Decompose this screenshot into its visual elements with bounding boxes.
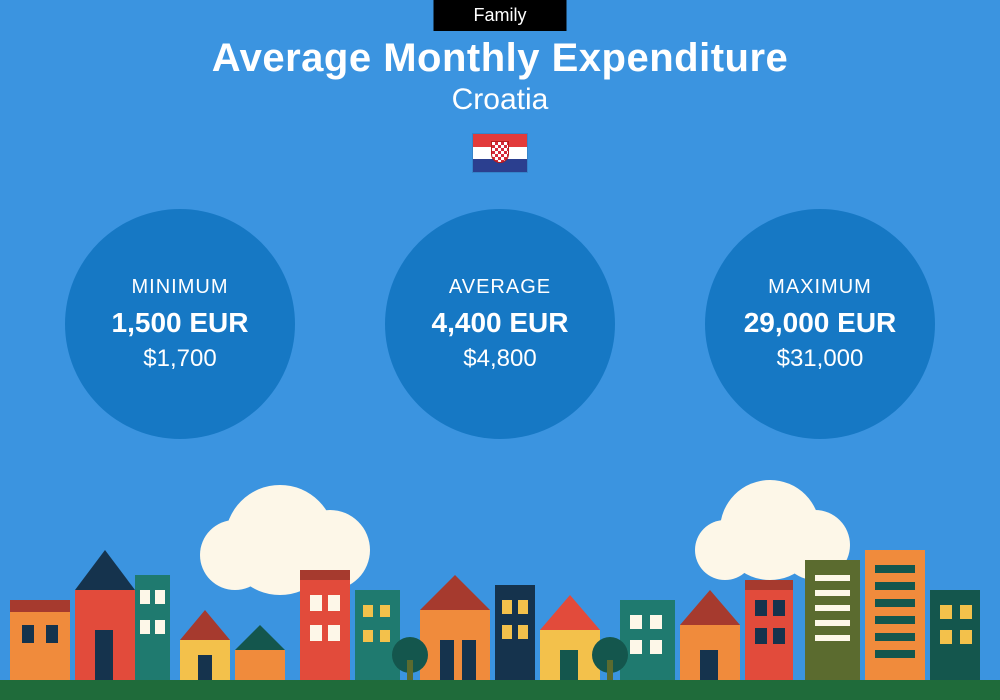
stat-primary: 29,000 EUR (744, 307, 897, 339)
cityscape-illustration (0, 480, 1000, 700)
stat-minimum: MINIMUM 1,500 EUR $1,700 (65, 209, 295, 439)
category-badge: Family (434, 0, 567, 31)
stat-label: AVERAGE (449, 276, 551, 299)
stat-maximum: MAXIMUM 29,000 EUR $31,000 (705, 209, 935, 439)
stat-average: AVERAGE 4,400 EUR $4,800 (385, 209, 615, 439)
stat-primary: 4,400 EUR (432, 307, 569, 339)
page-subtitle: Croatia (0, 83, 1000, 117)
stat-secondary: $1,700 (143, 345, 216, 373)
stat-secondary: $31,000 (777, 345, 864, 373)
country-flag-icon (472, 133, 528, 173)
stats-row: MINIMUM 1,500 EUR $1,700 AVERAGE 4,400 E… (0, 209, 1000, 439)
stat-label: MAXIMUM (768, 276, 872, 299)
stat-secondary: $4,800 (463, 345, 536, 373)
page-title: Average Monthly Expenditure (0, 36, 1000, 81)
flag-emblem-icon (491, 141, 509, 163)
stat-label: MINIMUM (132, 276, 229, 299)
stat-primary: 1,500 EUR (112, 307, 249, 339)
